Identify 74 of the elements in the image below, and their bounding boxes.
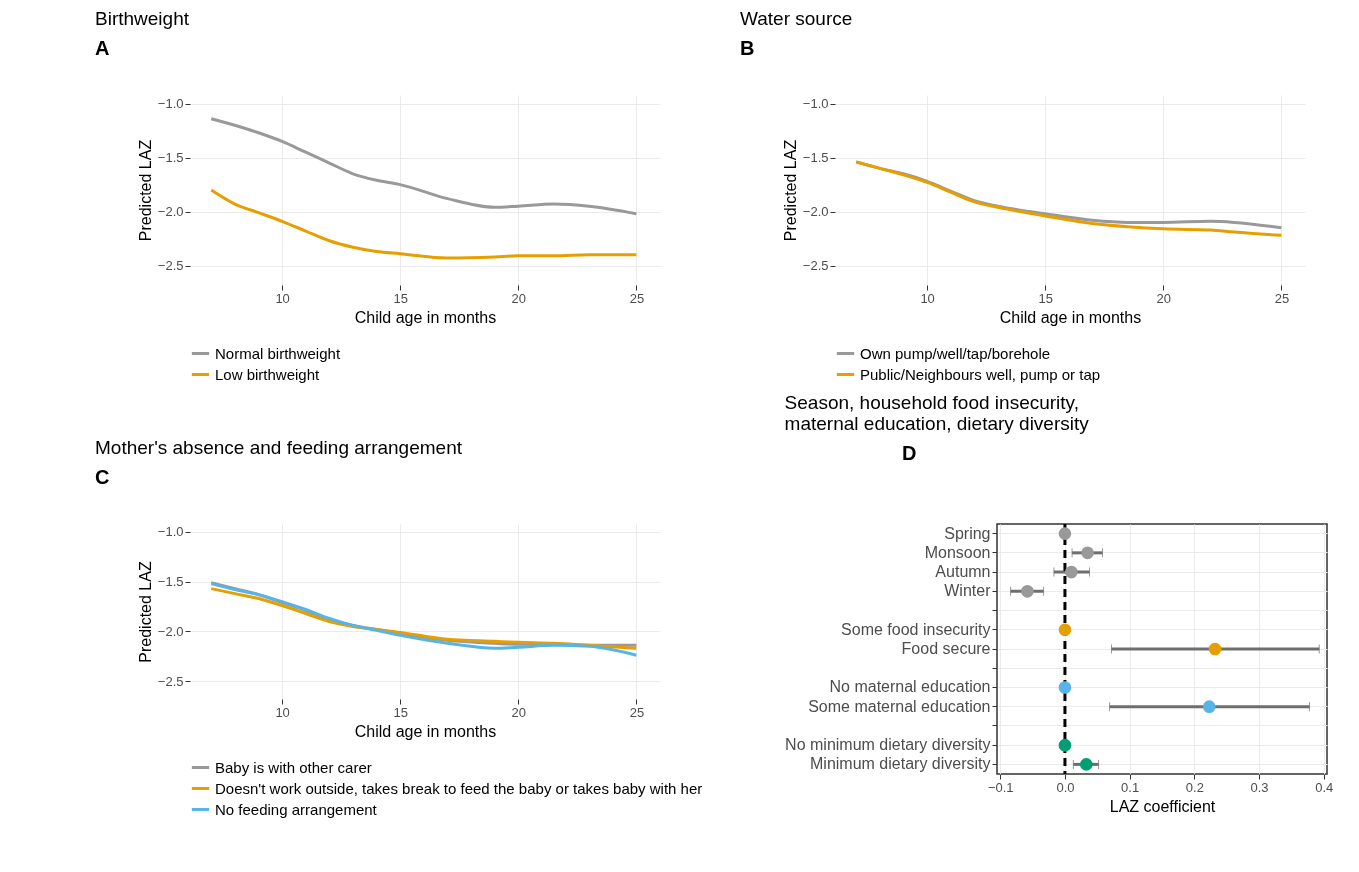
y-tick-label: −1.5 — [157, 574, 184, 590]
chart-title: Mother's absence and feeding arrangement — [95, 437, 463, 458]
legend-label: Public/Neighbours well, pump or tap — [860, 365, 1101, 383]
chart-title: Season, household food insecurity, maternal education, dietary diversity — [784, 392, 1090, 434]
x-axis-title: LAZ coefficient — [1109, 797, 1216, 815]
x-tick-label: 25 — [1274, 290, 1290, 306]
x-tick-label: 20 — [1156, 290, 1172, 306]
legend-label: No feeding arrangement — [215, 800, 378, 818]
x-axis-title: Child age in months — [354, 722, 497, 740]
point — [1081, 546, 1094, 560]
point — [1058, 527, 1072, 540]
text: A — [95, 37, 110, 59]
y-tick-label: −2.0 — [157, 623, 184, 639]
x-tick-label: 0.0 — [1056, 779, 1075, 795]
point — [1202, 700, 1216, 713]
y-tick-label: −2.5 — [157, 258, 184, 274]
text: B — [740, 37, 755, 59]
x-axis-title: Child age in months — [999, 308, 1142, 326]
point — [1058, 738, 1072, 752]
legend-label: Doesn't work outside, takes break to feed the baby or takes baby with her — [215, 779, 703, 797]
point — [1208, 642, 1222, 656]
y-tick-label: No maternal education — [829, 678, 991, 696]
x-tick-label: −0.1 — [987, 779, 1014, 795]
y-axis-title: Predicted LAZ — [781, 139, 799, 242]
y-tick-label: −1.0 — [157, 524, 184, 540]
x-tick-label: 25 — [629, 704, 645, 720]
y-tick-label: Some food insecurity — [841, 620, 991, 638]
y-tick-label: No minimum dietary diversity — [785, 736, 991, 754]
x-tick-label: 0.4 — [1315, 779, 1334, 795]
x-tick-label: 10 — [275, 704, 290, 720]
x-tick-label: 10 — [275, 290, 290, 306]
point — [1065, 565, 1078, 579]
text: D — [902, 442, 917, 464]
x-tick-label: 20 — [511, 290, 527, 306]
y-tick-label: −1.5 — [802, 150, 829, 166]
point — [1079, 758, 1093, 771]
y-axis-title: Predicted LAZ — [136, 139, 154, 242]
y-tick-label: −1.0 — [802, 96, 829, 112]
y-tick-label: −2.0 — [802, 204, 829, 220]
y-tick-label: −2.5 — [157, 673, 184, 689]
legend-label: Low birthweight — [215, 365, 321, 383]
x-axis-title: Child age in months — [354, 308, 497, 326]
x-tick-label: 15 — [393, 290, 408, 306]
y-axis-title: Predicted LAZ — [136, 561, 154, 663]
x-tick-label: 15 — [1038, 290, 1053, 306]
y-tick-label: −2.0 — [157, 204, 184, 220]
x-tick-label: 10 — [920, 290, 935, 306]
y-tick-label: Spring — [944, 524, 991, 542]
x-tick-label: 20 — [511, 704, 527, 720]
point — [1021, 585, 1034, 598]
legend-label: Normal birthweight — [215, 344, 341, 362]
x-tick-label: 0.3 — [1250, 779, 1269, 795]
x-tick-label: 25 — [629, 290, 645, 306]
y-tick-label: Autumn — [935, 563, 991, 581]
chart-title: Water source — [740, 8, 853, 29]
x-tick-label: 15 — [393, 704, 408, 720]
x-tick-label: 0.2 — [1185, 779, 1204, 795]
y-tick-label: Winter — [944, 582, 992, 600]
text: C — [95, 466, 110, 488]
legend-label: Baby is with other carer — [215, 758, 372, 776]
point — [1058, 623, 1072, 637]
y-tick-label: −1.0 — [157, 96, 184, 112]
line-series — [209, 188, 638, 260]
y-tick-label: Some maternal education — [808, 697, 991, 715]
y-tick-label: Minimum dietary diversity — [810, 755, 991, 773]
legend-label: Own pump/well/tap/borehole — [860, 344, 1051, 362]
y-tick-label: Food secure — [901, 640, 991, 657]
y-tick-label: Monsoon — [924, 543, 991, 561]
y-tick-label: −1.5 — [157, 150, 184, 166]
chart-title: Birthweight — [95, 8, 190, 29]
x-tick-label: 0.1 — [1121, 779, 1140, 795]
line-series — [209, 117, 638, 216]
y-tick-label: −2.5 — [802, 258, 829, 274]
point — [1058, 681, 1072, 694]
